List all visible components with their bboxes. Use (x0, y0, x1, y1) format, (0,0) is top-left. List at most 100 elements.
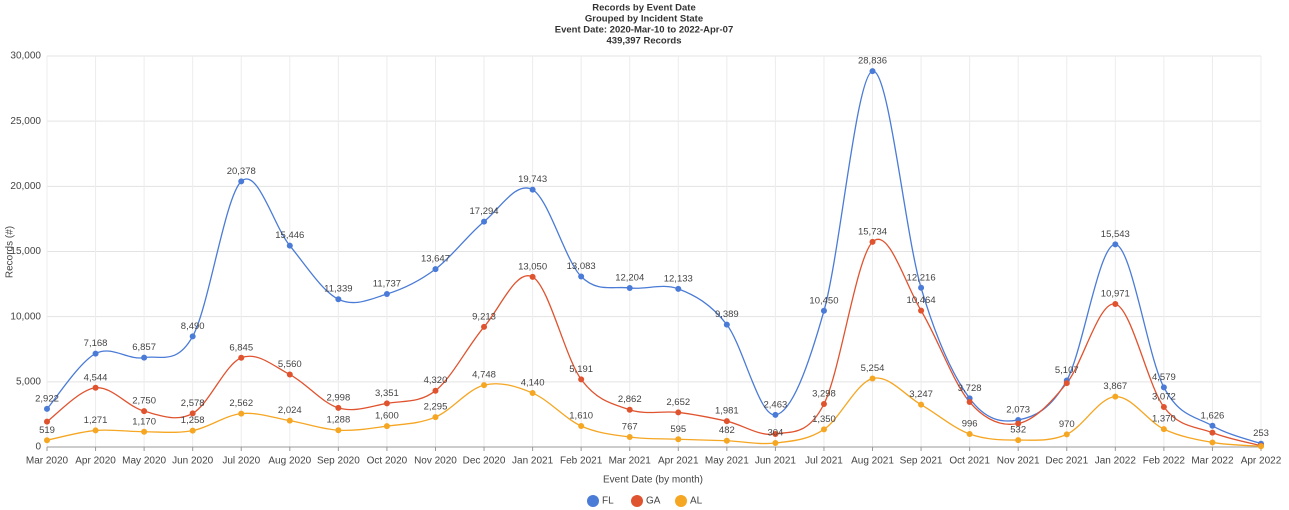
data-point (869, 68, 876, 75)
x-tick-label: Mar 2022 (1191, 456, 1234, 467)
legend-label: GA (646, 496, 661, 507)
data-point (1160, 403, 1167, 410)
chart-title: Records by Event Date (592, 3, 695, 14)
data-label: 13,647 (421, 254, 450, 265)
data-point (675, 409, 682, 416)
data-point (1209, 429, 1216, 436)
chart-subtitle: Grouped by Incident State (585, 14, 703, 25)
data-label: 4,320 (424, 375, 448, 386)
data-label: 3,298 (812, 389, 836, 400)
data-point (723, 321, 730, 328)
legend-marker (675, 495, 687, 507)
data-label: 1,170 (132, 416, 156, 427)
x-tick-label: Mar 2021 (609, 456, 652, 467)
x-tick-label: May 2020 (122, 456, 166, 467)
data-label: 5,560 (278, 359, 302, 370)
y-tick-label: 10,000 (10, 311, 41, 322)
data-label: 4,140 (521, 378, 545, 389)
data-point (1258, 443, 1264, 450)
data-point (820, 307, 827, 314)
x-tick-label: Dec 2020 (463, 456, 506, 467)
data-label: 2,862 (618, 394, 642, 405)
x-axis-label: Event Date (by month) (603, 475, 703, 486)
data-point (723, 418, 730, 425)
data-point (432, 414, 439, 421)
data-point (92, 384, 99, 391)
data-label: 304 (767, 428, 783, 439)
data-point (723, 437, 730, 444)
data-label: 2,998 (326, 392, 350, 403)
data-point (675, 285, 682, 292)
data-label: 2,922 (35, 393, 59, 404)
data-point (286, 242, 293, 249)
x-tick-label: Apr 2020 (75, 456, 116, 467)
data-point (238, 410, 245, 417)
data-label: 519 (39, 425, 55, 436)
data-label: 17,294 (470, 206, 499, 217)
data-label: 3,728 (958, 383, 982, 394)
data-label: 12,216 (907, 272, 936, 283)
data-point (918, 284, 925, 291)
data-label: 12,133 (664, 273, 693, 284)
legend-marker (587, 495, 599, 507)
data-point (92, 350, 99, 357)
data-point (44, 405, 50, 412)
data-point (1112, 241, 1119, 248)
data-label: 1,981 (715, 406, 739, 417)
x-tick-label: Oct 2021 (949, 456, 990, 467)
data-point (772, 440, 779, 447)
legend-label: FL (602, 496, 614, 507)
data-point (1209, 422, 1216, 429)
data-point (286, 417, 293, 424)
data-label: 1,258 (181, 415, 205, 426)
data-point (869, 375, 876, 382)
chart-subtitle: 439,397 Records (607, 36, 682, 47)
data-point (481, 382, 488, 389)
data-label: 970 (1059, 419, 1075, 430)
y-axis-label: Records (#) (5, 226, 16, 278)
x-tick-label: Nov 2021 (997, 456, 1040, 467)
data-label: 3,247 (909, 389, 933, 400)
data-point (44, 437, 50, 444)
data-point (44, 418, 50, 425)
data-label: 5,254 (861, 363, 885, 374)
data-label: 10,971 (1101, 289, 1130, 300)
data-label: 8,490 (181, 321, 205, 332)
data-label: 12,204 (615, 272, 644, 283)
data-point (1063, 380, 1070, 387)
data-point (578, 273, 585, 280)
data-point (1112, 393, 1119, 400)
data-point (335, 427, 342, 434)
data-label: 10,464 (907, 295, 936, 306)
data-point (335, 404, 342, 411)
x-tick-label: Apr 2022 (1241, 456, 1282, 467)
data-label: 6,845 (229, 342, 253, 353)
data-label: 11,339 (324, 284, 352, 295)
y-tick-label: 20,000 (10, 181, 41, 192)
data-point (966, 431, 973, 438)
data-point (675, 436, 682, 443)
data-label: 19,743 (518, 174, 547, 185)
data-point (141, 354, 148, 361)
data-point (383, 291, 390, 298)
x-tick-label: Sep 2020 (317, 456, 360, 467)
data-point (238, 354, 245, 361)
x-tick-label: May 2021 (705, 456, 749, 467)
x-tick-label: Sep 2021 (900, 456, 943, 467)
data-label: 996 (962, 419, 978, 430)
data-point (432, 266, 439, 273)
data-label: 2,295 (424, 402, 448, 413)
data-label: 9,389 (715, 309, 739, 320)
data-point (238, 178, 245, 185)
x-tick-label: Jun 2020 (172, 456, 214, 467)
data-point (481, 323, 488, 330)
x-tick-label: Jul 2021 (805, 456, 843, 467)
data-label: 253 (1253, 428, 1269, 439)
data-point (529, 186, 536, 193)
data-label: 1,600 (375, 411, 399, 422)
data-point (1160, 384, 1167, 391)
data-label: 2,463 (764, 399, 788, 410)
x-tick-label: Jul 2020 (222, 456, 260, 467)
data-point (578, 376, 585, 383)
data-label: 1,610 (569, 411, 593, 422)
